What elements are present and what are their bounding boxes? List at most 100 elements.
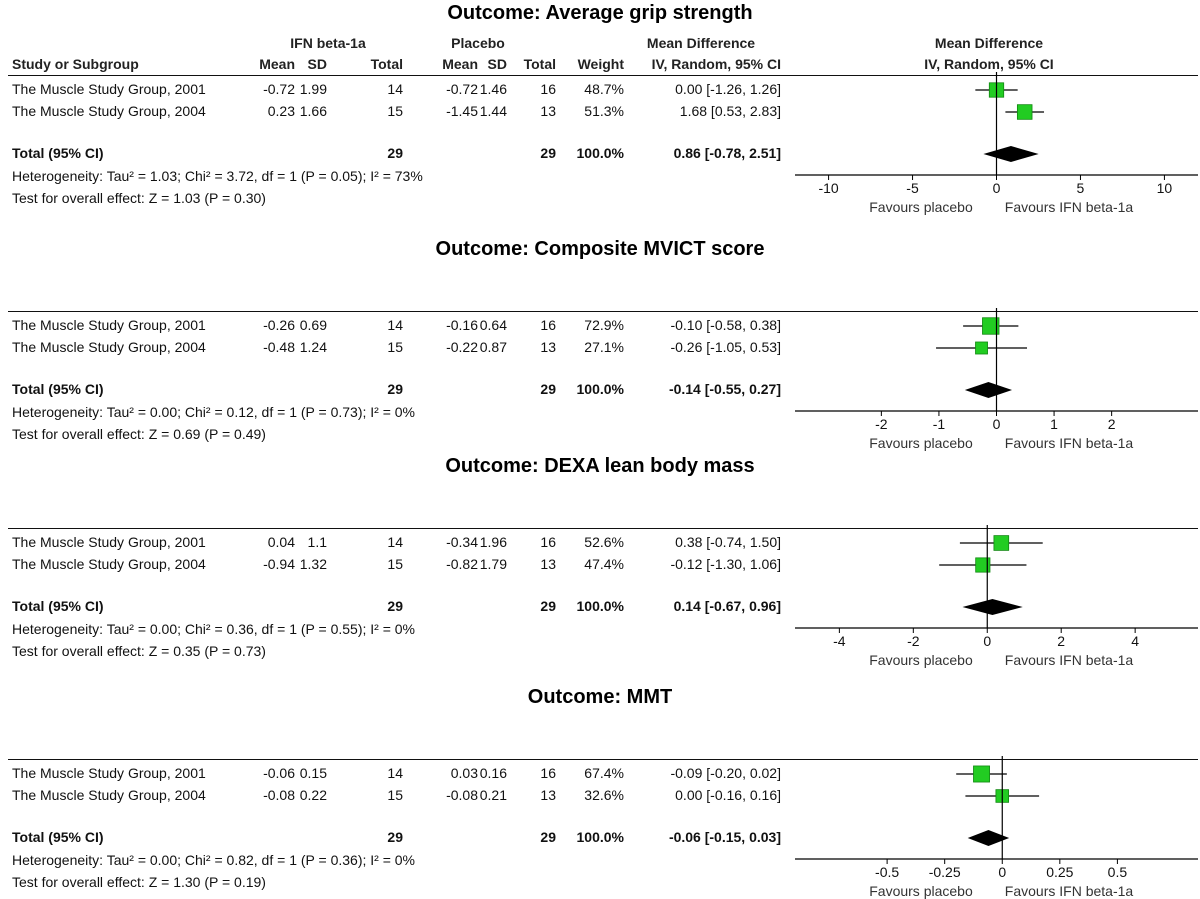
study-t-sd: 0.22 [299, 787, 327, 803]
study-marker [975, 557, 991, 573]
total-label: Total (95% CI) [12, 829, 104, 845]
header-t-total: Total [370, 56, 403, 72]
study-c-sd: 0.16 [479, 765, 507, 781]
total-label: Total (95% CI) [12, 145, 104, 161]
header-weight: Weight [577, 56, 624, 72]
forest-plots-svg [795, 72, 1198, 864]
study-ci: 0.00 [-1.26, 1.26] [675, 81, 781, 97]
table-rule [8, 75, 1198, 76]
study-name: The Muscle Study Group, 2004 [12, 103, 206, 119]
study-c-mean: -0.22 [446, 339, 478, 355]
favours-right-label: Favours IFN beta-1a [1004, 883, 1134, 899]
header-treatment-group: IFN beta-1a [290, 35, 366, 51]
plot-header-method: IV, Random, 95% CI [924, 56, 1054, 72]
favours-right-label: Favours IFN beta-1a [1004, 199, 1134, 215]
study-marker [973, 765, 990, 783]
study-name: The Muscle Study Group, 2001 [12, 765, 206, 781]
study-weight: 27.1% [584, 339, 624, 355]
study-t-sd: 1.1 [307, 534, 327, 550]
panel-title: Outcome: Average grip strength [447, 2, 753, 24]
table-rule [8, 528, 1198, 529]
study-c-sd: 1.96 [479, 534, 507, 550]
study-name: The Muscle Study Group, 2001 [12, 81, 206, 97]
study-c-sd: 0.87 [479, 339, 507, 355]
study-c-sd: 0.21 [479, 787, 507, 803]
total-weight: 100.0% [576, 829, 624, 845]
study-marker [1016, 104, 1033, 120]
header-c-sd: SD [487, 56, 507, 72]
study-t-total: 15 [387, 787, 403, 803]
study-t-mean: 0.04 [267, 534, 295, 550]
study-weight: 48.7% [584, 81, 624, 97]
total-label: Total (95% CI) [12, 381, 104, 397]
x-tick-label: 2 [1107, 416, 1116, 432]
study-weight: 47.4% [584, 556, 624, 572]
x-tick-label: 5 [1076, 180, 1085, 196]
total-c-total: 29 [540, 145, 556, 161]
header-ci-method: IV, Random, 95% CI [651, 56, 781, 72]
study-name: The Muscle Study Group, 2004 [12, 339, 206, 355]
study-name: The Muscle Study Group, 2001 [12, 317, 206, 333]
x-tick-label: -4 [833, 633, 846, 649]
favours-left-label: Favours placebo [869, 435, 973, 451]
study-c-total: 13 [540, 339, 556, 355]
pooled-diamond [962, 599, 1023, 615]
total-c-total: 29 [540, 829, 556, 845]
study-ci: 0.38 [-0.74, 1.50] [675, 534, 781, 550]
study-t-sd: 1.99 [299, 81, 327, 97]
favours-right-label: Favours IFN beta-1a [1004, 652, 1134, 668]
study-c-total: 13 [540, 787, 556, 803]
x-tick-label: -10 [818, 180, 839, 196]
total-t-total: 29 [387, 829, 403, 845]
study-t-sd: 1.32 [299, 556, 327, 572]
study-c-mean: -0.16 [446, 317, 478, 333]
x-tick-label: -2 [907, 633, 920, 649]
panel-title: Outcome: Composite MVICT score [435, 238, 765, 260]
study-c-mean: 0.03 [450, 765, 478, 781]
pooled-diamond [967, 830, 1010, 846]
heterogeneity-text: Heterogeneity: Tau² = 1.03; Chi² = 3.72,… [12, 168, 423, 184]
heterogeneity-text: Heterogeneity: Tau² = 0.00; Chi² = 0.82,… [12, 852, 415, 868]
total-ci: -0.06 [-0.15, 0.03] [668, 829, 781, 845]
study-t-total: 15 [387, 556, 403, 572]
study-c-mean: -1.45 [446, 103, 478, 119]
study-t-sd: 1.66 [299, 103, 327, 119]
study-marker [975, 341, 988, 355]
x-tick-label: 0 [983, 633, 992, 649]
x-tick-label: 0 [992, 180, 1001, 196]
study-t-mean: -0.94 [263, 556, 295, 572]
study-t-total: 15 [387, 103, 403, 119]
favours-left-label: Favours placebo [869, 199, 973, 215]
study-weight: 52.6% [584, 534, 624, 550]
x-tick-label: -5 [906, 180, 919, 196]
header-t-mean: Mean [259, 56, 295, 72]
study-ci: 1.68 [0.53, 2.83] [679, 103, 781, 119]
study-t-total: 14 [387, 534, 403, 550]
panel-title: Outcome: MMT [527, 686, 673, 708]
study-t-total: 15 [387, 339, 403, 355]
study-marker [993, 535, 1010, 551]
total-weight: 100.0% [576, 381, 624, 397]
total-t-total: 29 [387, 145, 403, 161]
pooled-diamond [983, 146, 1039, 162]
study-weight: 32.6% [584, 787, 624, 803]
x-tick-label: 2 [1057, 633, 1066, 649]
total-t-total: 29 [387, 381, 403, 397]
study-ci: 0.00 [-0.16, 0.16] [675, 787, 781, 803]
total-c-total: 29 [540, 598, 556, 614]
study-c-sd: 1.44 [479, 103, 507, 119]
total-c-total: 29 [540, 381, 556, 397]
study-name: The Muscle Study Group, 2004 [12, 787, 206, 803]
total-ci: 0.86 [-0.78, 2.51] [673, 145, 781, 161]
study-c-sd: 0.64 [479, 317, 507, 333]
study-t-mean: -0.72 [263, 81, 295, 97]
panel-title: Outcome: DEXA lean body mass [445, 455, 755, 477]
total-ci: 0.14 [-0.67, 0.96] [673, 598, 781, 614]
study-ci: -0.09 [-0.20, 0.02] [670, 765, 781, 781]
heterogeneity-text: Heterogeneity: Tau² = 0.00; Chi² = 0.36,… [12, 621, 415, 637]
study-c-total: 16 [540, 81, 556, 97]
study-t-total: 14 [387, 81, 403, 97]
study-c-mean: -0.34 [446, 534, 478, 550]
study-t-total: 14 [387, 317, 403, 333]
study-ci: -0.12 [-1.30, 1.06] [670, 556, 781, 572]
